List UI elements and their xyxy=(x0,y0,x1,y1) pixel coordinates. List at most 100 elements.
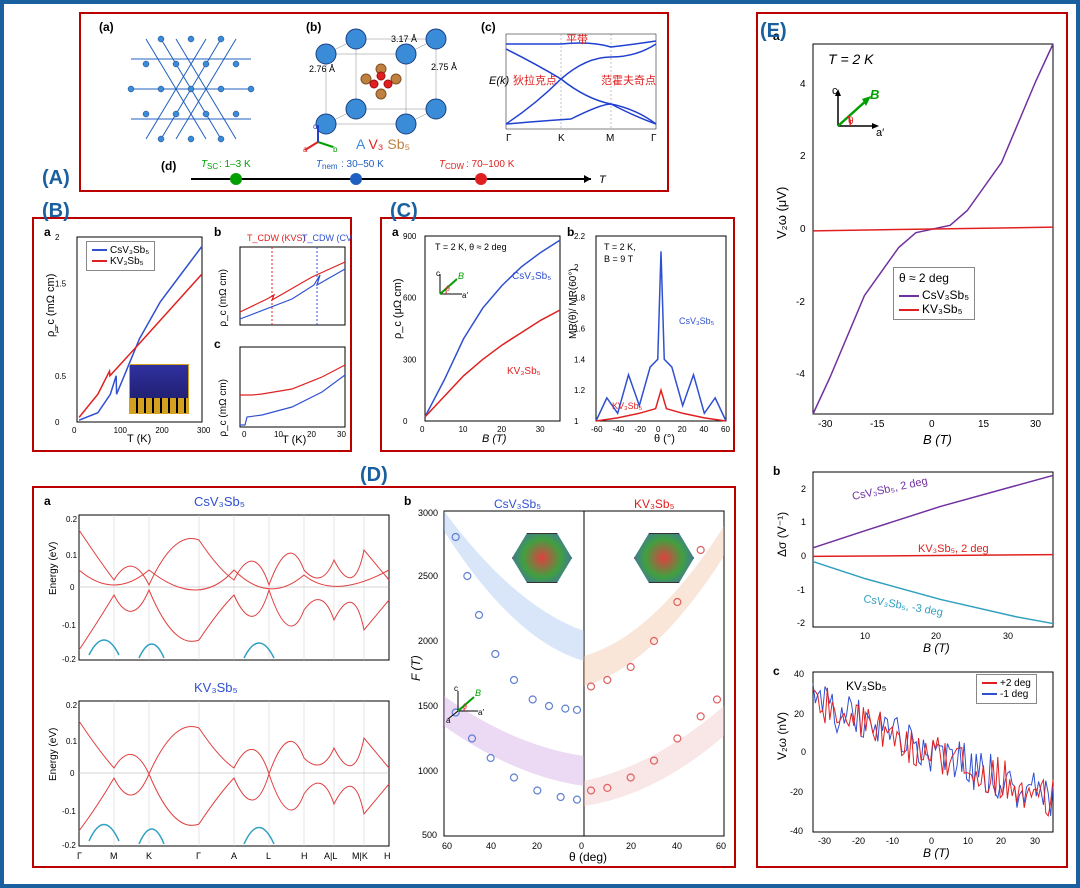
svg-text:0: 0 xyxy=(579,841,584,851)
svg-text:V₂ω (nV): V₂ω (nV) xyxy=(775,712,789,760)
figure-page: (a) (b) (c) (d) 2.76 Å 3.17 Å 2.75 Å A V… xyxy=(0,0,1080,888)
svg-text:0.1: 0.1 xyxy=(66,551,78,560)
svg-text:θ: θ xyxy=(463,704,467,711)
svg-text:: 70–100 K: : 70–100 K xyxy=(466,159,515,170)
svg-text:-2: -2 xyxy=(797,618,805,628)
svg-text:40: 40 xyxy=(672,841,682,851)
device-photo-inset xyxy=(129,364,189,414)
svg-text:0: 0 xyxy=(403,417,408,426)
svg-text:K: K xyxy=(558,133,565,144)
svg-text:B (T): B (T) xyxy=(923,846,950,860)
svg-text:30: 30 xyxy=(337,430,346,439)
panel-a: (a) (b) (c) (d) 2.76 Å 3.17 Å 2.75 Å A V… xyxy=(79,12,669,192)
svg-text:20: 20 xyxy=(678,425,687,434)
svg-text:T = 2 K: T = 2 K xyxy=(828,51,874,67)
svg-text:T: T xyxy=(599,174,607,186)
panel-e: a b c V₂ω (μV) B (T) T = 2 K 420-2-4 -30… xyxy=(756,12,1068,868)
svg-text:20: 20 xyxy=(626,841,636,851)
svg-text:c: c xyxy=(313,122,317,131)
svg-text:10: 10 xyxy=(459,425,468,434)
axes-icon: bac xyxy=(303,122,338,152)
panel-label-a: (A) xyxy=(42,167,70,190)
svg-text:Γ: Γ xyxy=(506,133,512,144)
svg-text:20: 20 xyxy=(931,631,941,641)
svg-text:-1: -1 xyxy=(797,585,805,595)
svg-text:-60: -60 xyxy=(591,425,603,434)
svg-text:M: M xyxy=(606,133,614,144)
band-sketch: E(k) ΓKMΓ 平带 狄拉克点 范霍夫奇点 xyxy=(481,29,661,144)
svg-text:F (T): F (T) xyxy=(409,655,423,681)
panel-c: a b 01020300300600900 ρ_c (μΩ cm) B (T) … xyxy=(380,217,735,452)
panel-d: a b CsV₃Sb₅ Energy (eV) 0.20.10-0.1-0.2 … xyxy=(32,486,736,868)
svg-text:200: 200 xyxy=(155,426,169,435)
bond-label-3: 2.75 Å xyxy=(431,62,457,72)
svg-text:KV₃Sb₅: KV₃Sb₅ xyxy=(634,497,675,511)
svg-text:CsV₃Sb₅: CsV₃Sb₅ xyxy=(679,316,715,326)
svg-text:-0.2: -0.2 xyxy=(62,841,76,850)
svg-text:范霍夫奇点: 范霍夫奇点 xyxy=(601,73,656,87)
legend-e-c: +2 deg -1 deg xyxy=(976,674,1037,704)
svg-text:1.4: 1.4 xyxy=(574,355,586,364)
chart-e-b: Δσ (V⁻¹) B (T) CsV₃Sb₅, 2 deg KV₃Sb₅, 2 … xyxy=(768,462,1063,657)
svg-text:600: 600 xyxy=(403,294,417,303)
svg-text:2500: 2500 xyxy=(418,571,438,581)
svg-text:10: 10 xyxy=(963,836,973,846)
svg-text:-40: -40 xyxy=(790,826,803,836)
bands-kvs: Energy (eV) 0.20.10-0.1-0.2 ΓMKΓALHA|LM|… xyxy=(44,696,394,866)
legend-e-a: θ ≈ 2 deg CsV₃Sb₅ KV₃Sb₅ xyxy=(893,267,975,320)
band-title-2: KV₃Sb₅ xyxy=(194,680,238,695)
bond-label-1: 2.76 Å xyxy=(309,64,335,74)
panel-label-d: (D) xyxy=(360,464,388,487)
svg-text:1500: 1500 xyxy=(418,701,438,711)
chart-c-b: -60-40-20020406011.21.41.61.822.2 MR(θ)/… xyxy=(564,224,734,449)
svg-text:B (T): B (T) xyxy=(923,432,952,447)
svg-text:4: 4 xyxy=(800,79,806,90)
svg-text:a′: a′ xyxy=(478,708,484,717)
svg-text:平带: 平带 xyxy=(566,33,588,46)
chart-e-a: V₂ω (μV) B (T) T = 2 K 420-2-4 -30-15015… xyxy=(768,29,1063,449)
svg-text:0: 0 xyxy=(55,418,60,427)
svg-text:T_CDW (CVS): T_CDW (CVS) xyxy=(302,233,352,243)
svg-text:-20: -20 xyxy=(790,787,803,797)
svg-text:B (T): B (T) xyxy=(923,641,950,655)
svg-text:B: B xyxy=(458,271,464,281)
svg-text:a: a xyxy=(303,145,308,152)
svg-text:E(k): E(k) xyxy=(489,75,510,87)
svg-text:θ (deg): θ (deg) xyxy=(569,850,607,864)
svg-text:L: L xyxy=(266,851,271,861)
svg-text:0.2: 0.2 xyxy=(66,515,78,524)
svg-text:Energy (eV): Energy (eV) xyxy=(48,542,59,595)
svg-text:c: c xyxy=(436,269,440,278)
svg-text:0.1: 0.1 xyxy=(66,737,78,746)
svg-text:Γ: Γ xyxy=(651,133,657,144)
svg-text:0: 0 xyxy=(801,551,806,561)
svg-text:0: 0 xyxy=(929,836,934,846)
axis-b-bc: ρ_c (mΩ cm) xyxy=(218,269,229,327)
svg-text:300: 300 xyxy=(197,426,211,435)
svg-text:c: c xyxy=(454,684,458,693)
svg-text:B: B xyxy=(475,688,481,698)
svg-text:20: 20 xyxy=(794,709,804,719)
svg-text:K: K xyxy=(146,851,152,861)
svg-text:-15: -15 xyxy=(870,419,885,430)
svg-text:0: 0 xyxy=(72,426,77,435)
svg-text:0: 0 xyxy=(420,425,425,434)
svg-text:2: 2 xyxy=(800,151,806,162)
chart-c-a: 01020300300600900 ρ_c (μΩ cm) B (T) T = … xyxy=(387,224,567,449)
svg-text:: 1–3 K: : 1–3 K xyxy=(219,159,251,170)
panel-label-b: (B) xyxy=(42,200,70,223)
svg-text:-30: -30 xyxy=(818,836,831,846)
chart-b-c: T (K) 0102030 xyxy=(212,337,352,447)
svg-text:Δσ (V⁻¹): Δσ (V⁻¹) xyxy=(775,512,789,557)
svg-text:0: 0 xyxy=(929,419,935,430)
svg-text:20: 20 xyxy=(996,836,1006,846)
svg-text:2: 2 xyxy=(55,233,60,242)
svg-text:KV₃Sb₅, 2 deg: KV₃Sb₅, 2 deg xyxy=(918,543,989,555)
svg-text:40: 40 xyxy=(486,841,496,851)
svg-text:MR(θ)/ MR(60°): MR(θ)/ MR(60°) xyxy=(568,268,579,339)
svg-text:20: 20 xyxy=(307,430,316,439)
svg-text:ρ_c (mΩ cm): ρ_c (mΩ cm) xyxy=(45,274,57,337)
svg-text:SC: SC xyxy=(207,162,218,171)
svg-text:0: 0 xyxy=(800,224,806,235)
svg-text:0: 0 xyxy=(242,430,247,439)
